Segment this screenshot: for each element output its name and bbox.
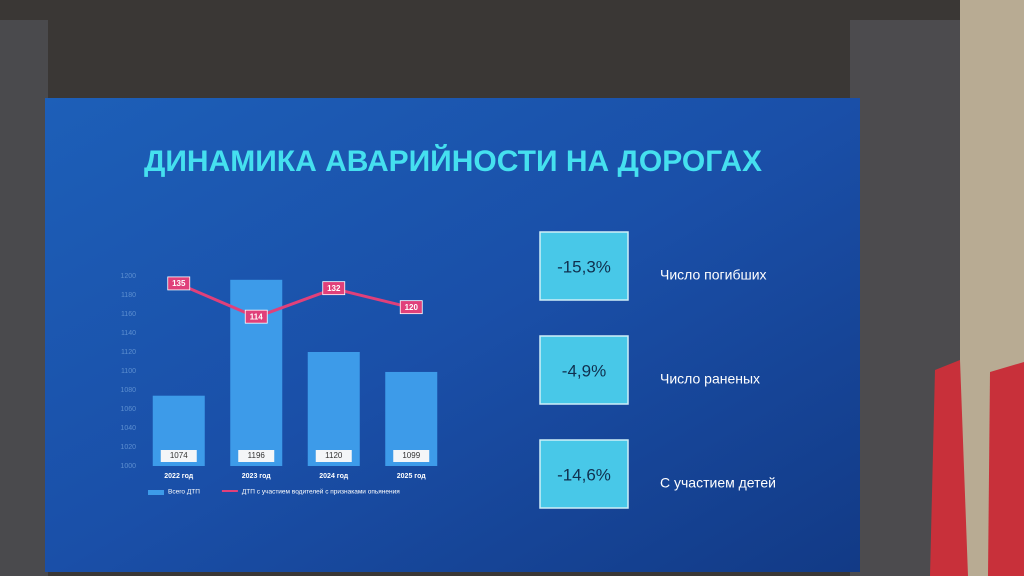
chart: 1000 1020 1040 1060 1080 1100 1120 1140 1160 1180…: [120, 273, 438, 496]
x-tick-label: 2025 год: [397, 473, 427, 480]
value-label-box: [167, 276, 191, 291]
bar: [307, 352, 360, 466]
stat-label: С участием детей: [660, 475, 776, 491]
y-tick-label: 1160: [121, 311, 136, 318]
stat-box: [539, 439, 629, 509]
stat-value: -15,3%: [557, 257, 611, 276]
value-label-box: [238, 450, 275, 462]
x-tick-label: 2023 год: [242, 473, 272, 480]
value-label: 135: [172, 279, 186, 288]
y-tick-label: 1180: [121, 292, 136, 299]
y-tick-label: 1100: [121, 368, 136, 375]
value-label-box: [160, 450, 197, 462]
y-tick-label: 1020: [120, 444, 136, 451]
legend-label: Всего ДТП: [168, 489, 200, 496]
value-label-box: [399, 300, 423, 315]
stat-label: Число раненых: [660, 371, 760, 387]
flag: [988, 362, 1024, 576]
value-label-box: [393, 450, 430, 462]
stat-box: [539, 231, 629, 301]
stat-box: [539, 335, 629, 405]
stat-value: -14,6%: [557, 465, 611, 484]
value-label-box: [322, 281, 346, 296]
y-tick-label: 1000: [120, 463, 136, 470]
value-label: 132: [327, 284, 341, 293]
y-tick-label: 1080: [120, 387, 136, 394]
value-label: 1074: [170, 451, 188, 460]
stat-value: -4,9%: [562, 361, 606, 380]
screen: [45, 98, 860, 572]
stat-label: Число погибших: [660, 267, 767, 283]
value-label: 1196: [248, 451, 266, 460]
chart-title: ДИНАМИКА АВАРИЙНОСТИ НА ДОРОГАХ: [144, 144, 762, 178]
legend-label: ДТП с участием водителей с признаками оп…: [242, 488, 400, 496]
value-label: 120: [405, 303, 419, 312]
value-label: 1120: [325, 451, 343, 460]
y-tick-label: 1200: [120, 273, 136, 280]
legend-swatch: [148, 490, 164, 495]
y-tick-label: 1060: [120, 406, 136, 413]
y-tick-label: 1040: [120, 425, 136, 432]
y-tick-label: 1140: [121, 330, 136, 337]
value-label-box: [315, 450, 352, 462]
x-tick-label: 2022 год: [164, 473, 194, 480]
x-tick-label: 2024 год: [319, 473, 349, 480]
y-tick-label: 1120: [121, 349, 136, 356]
value-label: 1099: [402, 451, 420, 460]
value-label-box: [244, 309, 268, 324]
legend-swatch: [221, 490, 238, 492]
stats: -15,3% Число погибших -4,9% Число раненых -1…: [539, 231, 776, 509]
flag: [930, 360, 968, 576]
line: [178, 282, 412, 319]
value-label: 114: [250, 312, 263, 321]
curtain-left: [0, 20, 48, 576]
